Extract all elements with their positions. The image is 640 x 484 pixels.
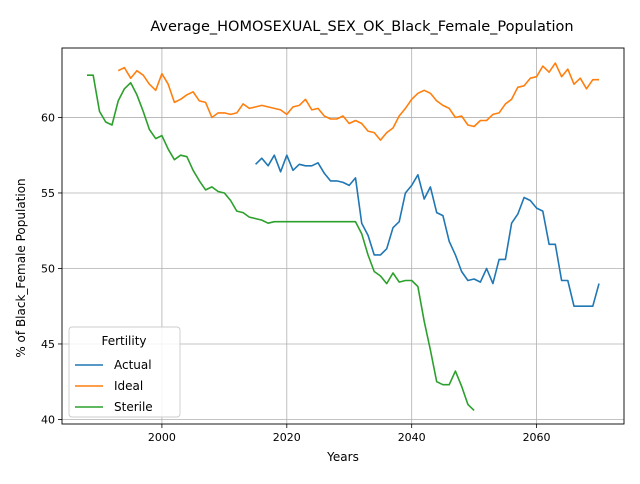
series-line-actual: [255, 154, 600, 308]
x-tick-label: 2060: [523, 431, 551, 444]
y-tick-label: 45: [41, 338, 55, 351]
y-tick-label: 40: [41, 413, 55, 426]
legend-label-sterile: Sterile: [114, 400, 153, 414]
x-tick-label: 2040: [398, 431, 426, 444]
series-line-sterile: [87, 74, 475, 411]
chart-title: Average_HOMOSEXUAL_SEX_OK_Black_Female_P…: [150, 19, 573, 35]
series-lines: [87, 62, 600, 411]
y-tick-label: 50: [41, 262, 55, 275]
series-line-ideal: [117, 62, 599, 141]
x-axis-label: Years: [326, 450, 359, 464]
ticks: 2000 2020 2040 2060 40 45 50 55 60: [41, 111, 551, 444]
legend-title: Fertility: [101, 334, 146, 348]
plot-frame: [61, 47, 625, 425]
legend-box: [68, 326, 181, 418]
x-tick-label: 2020: [273, 431, 301, 444]
y-tick-label: 55: [41, 187, 55, 200]
legend: Fertility Actual Ideal Sterile: [68, 326, 181, 418]
y-tick-label: 60: [41, 111, 55, 124]
legend-label-ideal: Ideal: [114, 379, 143, 393]
legend-label-actual: Actual: [114, 358, 152, 372]
y-axis-label: % of Black_Female Population: [14, 178, 28, 357]
x-tick-label: 2000: [148, 431, 176, 444]
